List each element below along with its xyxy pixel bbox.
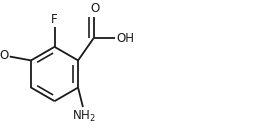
Text: NH$_2$: NH$_2$ <box>72 108 96 123</box>
Text: F: F <box>51 13 58 26</box>
Text: O: O <box>0 49 9 62</box>
Text: OH: OH <box>116 32 134 45</box>
Text: O: O <box>90 2 99 15</box>
